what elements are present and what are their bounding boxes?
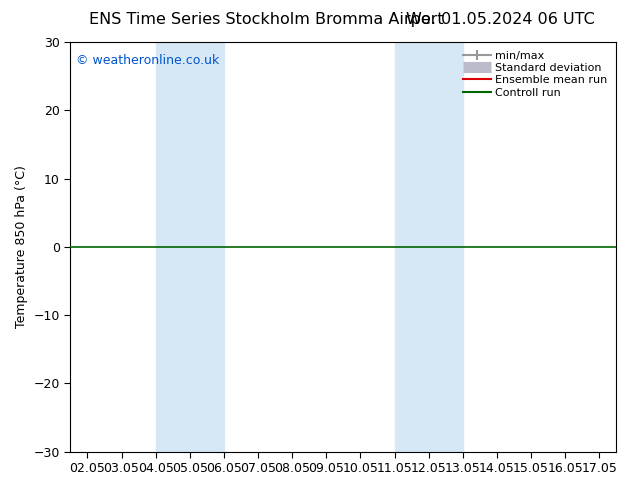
- Bar: [156, 42, 224, 452]
- Text: © weatheronline.co.uk: © weatheronline.co.uk: [76, 54, 219, 67]
- Text: We. 01.05.2024 06 UTC: We. 01.05.2024 06 UTC: [406, 12, 595, 27]
- Y-axis label: Temperature 850 hPa (°C): Temperature 850 hPa (°C): [15, 166, 28, 328]
- Text: ENS Time Series Stockholm Bromma Airport: ENS Time Series Stockholm Bromma Airport: [89, 12, 444, 27]
- Bar: [394, 42, 463, 452]
- Legend: min/max, Standard deviation, Ensemble mean run, Controll run: min/max, Standard deviation, Ensemble me…: [460, 48, 611, 101]
